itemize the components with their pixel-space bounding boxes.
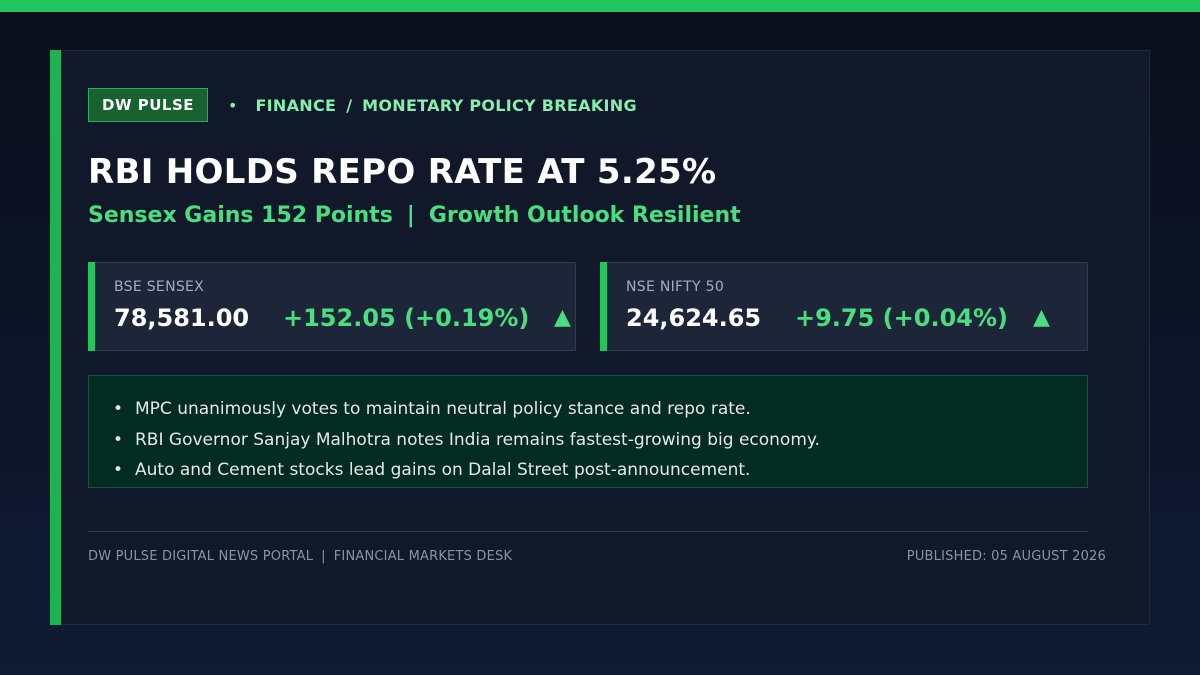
footer-portal: DW PULSE DIGITAL NEWS PORTAL (88, 549, 314, 564)
footer-separator: | (321, 549, 326, 564)
ticker-accent (600, 262, 607, 351)
ticker-card-nifty: NSE NIFTY 50 24,624.65 +9.75 (+0.04%) ▲ (600, 262, 1088, 351)
footer-source: DW PULSE DIGITAL NEWS PORTAL | FINANCIAL M… (88, 549, 512, 564)
ticker-accent (88, 262, 95, 351)
ticker-card-sensex: BSE SENSEX 78,581.00 +152.05 (+0.19%) ▲ (88, 262, 576, 351)
subheadline-part1: Sensex Gains 152 Points (88, 203, 393, 228)
card-accent-stripe (50, 50, 61, 625)
ticker-change: +9.75 (+0.04%) (795, 304, 1008, 332)
brand-badge: DW PULSE (88, 88, 209, 122)
footer-divider (88, 531, 1088, 532)
list-item-text: RBI Governor Sanjay Malhotra notes India… (135, 429, 820, 450)
bullet-icon: • (113, 460, 124, 480)
breadcrumb-topic[interactable]: MONETARY POLICY BREAKING (362, 95, 637, 115)
up-arrow-icon: ▲ (1033, 305, 1050, 330)
publish-date: PUBLISHED: 05 AUGUST 2026 (906, 549, 1106, 564)
list-item: • Auto and Cement stocks lead gains on Da… (113, 455, 1087, 486)
top-accent-bar (0, 0, 1200, 12)
list-item: • MPC unanimously votes to maintain neutr… (113, 394, 1087, 425)
headline: RBI HOLDS REPO RATE AT 5.25% (88, 152, 717, 192)
breadcrumb-separator: / (346, 95, 353, 115)
ticker-value: 78,581.00 (114, 304, 250, 332)
subheadline: Sensex Gains 152 Points | Growth Outlook R… (88, 201, 741, 231)
footer-desk: FINANCIAL MARKETS DESK (333, 549, 513, 564)
list-item: • RBI Governor Sanjay Malhotra notes Indi… (113, 425, 1087, 456)
highlights-list: • MPC unanimously votes to maintain neutr… (88, 375, 1088, 488)
subheadline-separator: | (406, 203, 415, 228)
ticker-change: +152.05 (+0.19%) (283, 304, 530, 332)
subheadline-part2: Growth Outlook Resilient (428, 203, 741, 228)
ticker-value: 24,624.65 (626, 304, 762, 332)
meta-dot: • (228, 95, 238, 115)
bullet-icon: • (113, 429, 124, 450)
list-item-text: Auto and Cement stocks lead gains on Dal… (135, 460, 751, 480)
meta-row: DW PULSE • FINANCE / MONETARY POLICY BRE… (88, 88, 637, 122)
up-arrow-icon: ▲ (554, 305, 571, 330)
ticker-label: NSE NIFTY 50 (626, 279, 725, 295)
bullet-icon: • (113, 399, 124, 419)
breadcrumb-section[interactable]: FINANCE (255, 95, 337, 115)
list-item-text: MPC unanimously votes to maintain neutra… (135, 399, 751, 419)
ticker-label: BSE SENSEX (114, 279, 205, 295)
